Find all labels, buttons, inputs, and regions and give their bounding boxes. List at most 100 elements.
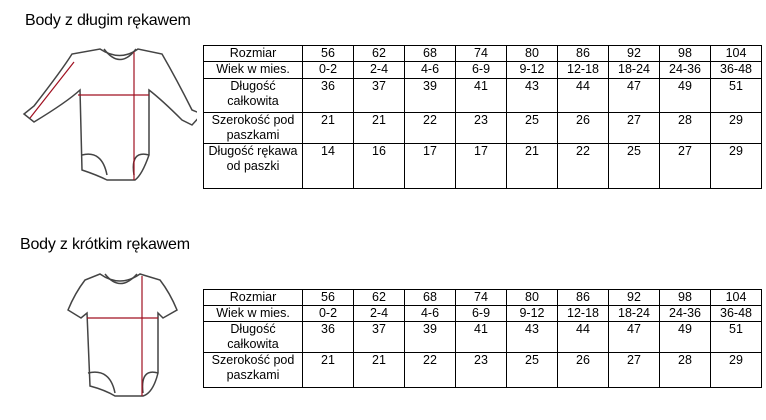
table-cell: 36-48 (710, 61, 762, 79)
size-table-long-sleeve: Rozmiar 56 62 68 74 80 86 92 98 104 Wiek w mies. 0-… (203, 45, 762, 189)
table-cell: 16 (353, 143, 405, 189)
table-row: Wiek w mies. 0-2 2-4 4-6 6-9 9-12 12-18 18-24 24… (203, 61, 762, 79)
table-cell: 21 (302, 112, 354, 144)
table-cell: 51 (710, 321, 762, 353)
table-cell: 2-4 (353, 61, 405, 79)
table-cell: 68 (404, 289, 456, 306)
row-label: Rozmiar (203, 45, 303, 62)
table-row: Szerokość pod paszkami 21 21 22 23 25 26 27 28 29 (203, 352, 762, 388)
table-cell: 41 (455, 321, 507, 353)
table-cell: 74 (455, 45, 507, 62)
table-cell: 47 (608, 321, 660, 353)
table-cell: 41 (455, 78, 507, 113)
table-cell: 39 (404, 78, 456, 113)
table-cell: 29 (710, 143, 762, 189)
table-cell: 0-2 (302, 305, 354, 322)
table-cell: 21 (302, 352, 354, 388)
row-label: Rozmiar (203, 289, 303, 306)
short-sleeve-bodysuit-icon (67, 273, 178, 397)
table-cell: 98 (659, 289, 711, 306)
table-cell: 29 (710, 112, 762, 144)
row-label: Długość rękawa od paszki (203, 143, 303, 189)
table-cell: 25 (608, 143, 660, 189)
row-label: Długość całkowita (203, 78, 303, 113)
table-cell: 12-18 (557, 61, 609, 79)
table-cell: 51 (710, 78, 762, 113)
table-cell: 68 (404, 45, 456, 62)
table-cell: 80 (506, 45, 558, 62)
table-cell: 24-36 (659, 61, 711, 79)
row-label: Szerokość pod paszkami (203, 112, 303, 144)
table-cell: 22 (404, 352, 456, 388)
table-cell: 23 (455, 112, 507, 144)
table-cell: 6-9 (455, 61, 507, 79)
table-cell: 27 (608, 352, 660, 388)
table-cell: 92 (608, 289, 660, 306)
table-cell: 4-6 (404, 305, 456, 322)
row-label: Wiek w mies. (203, 61, 303, 79)
table-cell: 21 (353, 352, 405, 388)
table-cell: 25 (506, 112, 558, 144)
table-cell: 0-2 (302, 61, 354, 79)
table-row: Wiek w mies. 0-2 2-4 4-6 6-9 9-12 12-18 18-24 24… (203, 305, 762, 322)
table-row: Długość rękawa od paszki 14 16 17 17 21 22 25 27… (203, 143, 762, 189)
table-cell: 43 (506, 78, 558, 113)
table-cell: 18-24 (608, 305, 660, 322)
table-cell: 25 (506, 352, 558, 388)
table-cell: 62 (353, 45, 405, 62)
table-cell: 2-4 (353, 305, 405, 322)
table-cell: 44 (557, 321, 609, 353)
table-cell: 56 (302, 45, 354, 62)
table-cell: 28 (659, 112, 711, 144)
table-cell: 37 (353, 321, 405, 353)
row-label: Szerokość pod paszkami (203, 352, 303, 388)
table-cell: 29 (710, 352, 762, 388)
table-cell: 36 (302, 78, 354, 113)
table-cell: 74 (455, 289, 507, 306)
table-cell: 27 (608, 112, 660, 144)
table-cell: 92 (608, 45, 660, 62)
table-cell: 6-9 (455, 305, 507, 322)
table-cell: 86 (557, 45, 609, 62)
section-title-long-sleeve: Body z długim rękawem (25, 12, 191, 29)
table-cell: 37 (353, 78, 405, 113)
row-label: Wiek w mies. (203, 305, 303, 322)
table-row: Szerokość pod paszkami 21 21 22 23 25 26 27 28 29 (203, 112, 762, 144)
table-cell: 47 (608, 78, 660, 113)
table-cell: 21 (506, 143, 558, 189)
table-cell: 22 (557, 143, 609, 189)
table-cell: 26 (557, 112, 609, 144)
table-cell: 9-12 (506, 61, 558, 79)
table-cell: 4-6 (404, 61, 456, 79)
size-table-short-sleeve: Rozmiar 56 62 68 74 80 86 92 98 104 Wiek w mies. 0-… (203, 289, 762, 388)
table-cell: 80 (506, 289, 558, 306)
table-cell: 104 (710, 45, 762, 62)
table-row: Długość całkowita 36 37 39 41 43 44 47 49 51 (203, 321, 762, 353)
table-cell: 44 (557, 78, 609, 113)
table-cell: 21 (353, 112, 405, 144)
table-cell: 36 (302, 321, 354, 353)
table-cell: 43 (506, 321, 558, 353)
table-row: Długość całkowita 36 37 39 41 43 44 47 49 51 (203, 78, 762, 113)
table-cell: 17 (404, 143, 456, 189)
table-cell: 18-24 (608, 61, 660, 79)
table-cell: 27 (659, 143, 711, 189)
table-cell: 104 (710, 289, 762, 306)
table-cell: 49 (659, 321, 711, 353)
table-cell: 49 (659, 78, 711, 113)
table-cell: 62 (353, 289, 405, 306)
table-cell: 12-18 (557, 305, 609, 322)
table-cell: 24-36 (659, 305, 711, 322)
table-cell: 36-48 (710, 305, 762, 322)
table-cell: 39 (404, 321, 456, 353)
table-cell: 14 (302, 143, 354, 189)
section-title-short-sleeve: Body z krótkim rękawem (20, 236, 190, 253)
table-cell: 28 (659, 352, 711, 388)
table-row: Rozmiar 56 62 68 74 80 86 92 98 104 (203, 45, 762, 62)
table-cell: 56 (302, 289, 354, 306)
table-cell: 9-12 (506, 305, 558, 322)
table-cell: 22 (404, 112, 456, 144)
long-sleeve-bodysuit-icon (22, 48, 197, 181)
table-row: Rozmiar 56 62 68 74 80 86 92 98 104 (203, 289, 762, 306)
